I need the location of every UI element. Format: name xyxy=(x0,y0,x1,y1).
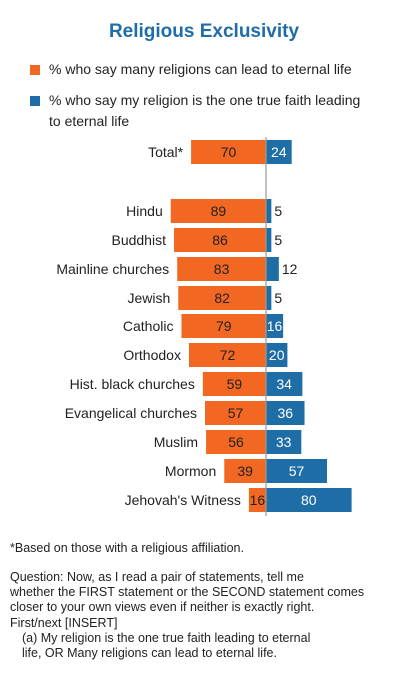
category-label: Catholic xyxy=(123,318,174,334)
question-line: closer to your own views even if neither… xyxy=(10,600,315,615)
bar-many-religions xyxy=(173,228,266,252)
question-line: whether the FIRST statement or the SECON… xyxy=(10,585,365,600)
bar-many-religions xyxy=(188,343,266,367)
bar-one-true-faith xyxy=(266,488,352,512)
data-label-one-true-faith: 20 xyxy=(269,347,285,363)
category-label: Mormon xyxy=(165,463,216,479)
bar-many-religions xyxy=(170,199,266,223)
bar-many-religions xyxy=(177,257,266,281)
category-label: Total* xyxy=(148,144,184,160)
data-label-many-religions: 59 xyxy=(227,376,243,392)
question-line: First/next [INSERT] xyxy=(10,615,118,630)
data-label-many-religions: 83 xyxy=(214,261,230,277)
bar-one-true-faith xyxy=(266,257,279,281)
data-label-many-religions: 70 xyxy=(221,144,237,160)
bar-one-true-faith xyxy=(266,372,303,396)
bar-one-true-faith xyxy=(266,430,302,454)
data-label-one-true-faith: 33 xyxy=(276,434,292,450)
legend-label: % who say my religion is the one true fa… xyxy=(49,92,361,129)
data-label-many-religions: 56 xyxy=(228,434,244,450)
question-line: Question: Now, as I read a pair of state… xyxy=(10,570,304,584)
legend-swatch-orange xyxy=(30,65,40,75)
data-label-many-religions: 86 xyxy=(212,232,228,248)
data-label-one-true-faith: 5 xyxy=(274,290,282,306)
bar-one-true-faith xyxy=(266,343,288,367)
data-label-many-religions: 89 xyxy=(211,203,227,219)
bar-many-religions xyxy=(224,459,266,483)
question-option-line: (a) My religion is the one true faith le… xyxy=(22,630,311,645)
bar-many-religions xyxy=(206,430,266,454)
data-label-many-religions: 39 xyxy=(237,463,253,479)
category-label: Evangelical churches xyxy=(65,405,197,421)
data-label-one-true-faith: 12 xyxy=(282,261,298,277)
bar-one-true-faith xyxy=(266,199,272,223)
bar-one-true-faith xyxy=(266,286,272,310)
bar-one-true-faith xyxy=(266,401,305,425)
bar-one-true-faith xyxy=(266,140,292,164)
data-label-one-true-faith: 80 xyxy=(301,492,317,508)
data-label-one-true-faith: 5 xyxy=(274,232,282,248)
category-label: Orthodox xyxy=(123,347,181,363)
data-label-many-religions: 16 xyxy=(250,492,266,508)
data-label-many-religions: 72 xyxy=(220,347,236,363)
data-label-one-true-faith: 34 xyxy=(276,376,292,392)
category-label: Hindu xyxy=(126,203,163,219)
bar-one-true-faith xyxy=(266,228,272,252)
category-label: Jewish xyxy=(127,290,170,306)
data-label-many-religions: 82 xyxy=(214,290,230,306)
bar-many-religions xyxy=(205,401,266,425)
legend-item-one-true-faith: % who say my religion is the one true fa… xyxy=(30,90,360,132)
question-option-line: life, OR Many religions can lead to eter… xyxy=(22,646,277,661)
legend-label: % who say many religions can lead to ete… xyxy=(49,61,352,77)
chart-title: Religious Exclusivity xyxy=(108,21,300,42)
bar-one-true-faith xyxy=(266,459,327,483)
question-text: Question: Now, as I read a pair of state… xyxy=(10,570,402,661)
data-label-many-religions: 57 xyxy=(228,405,244,421)
data-label-many-religions: 79 xyxy=(216,318,232,334)
data-label-one-true-faith: 16 xyxy=(267,318,283,334)
bar-many-religions xyxy=(202,372,266,396)
bar-many-religions xyxy=(191,140,266,164)
data-label-one-true-faith: 24 xyxy=(271,144,287,160)
category-label: Mainline churches xyxy=(56,261,169,277)
bar-one-true-faith xyxy=(266,314,284,338)
category-label: Buddhist xyxy=(111,232,166,248)
bar-many-religions xyxy=(178,286,266,310)
footnote: *Based on those with a religious affilia… xyxy=(10,541,244,555)
legend-swatch-blue xyxy=(30,96,40,106)
legend-item-many-religions: % who say many religions can lead to ete… xyxy=(30,59,352,80)
data-label-one-true-faith: 36 xyxy=(277,405,293,421)
data-label-one-true-faith: 57 xyxy=(289,463,305,479)
diverging-bar-chart: Total* 70 24 Hindu 89 5 Buddhist 86 5 Mainline ch… xyxy=(56,137,352,516)
category-label: Hist. black churches xyxy=(70,376,195,392)
data-label-one-true-faith: 5 xyxy=(274,203,282,219)
bar-many-religions xyxy=(181,314,266,338)
category-label: Jehovah's Witness xyxy=(125,492,241,508)
bar-many-religions xyxy=(248,488,266,512)
category-label: Muslim xyxy=(154,434,198,450)
